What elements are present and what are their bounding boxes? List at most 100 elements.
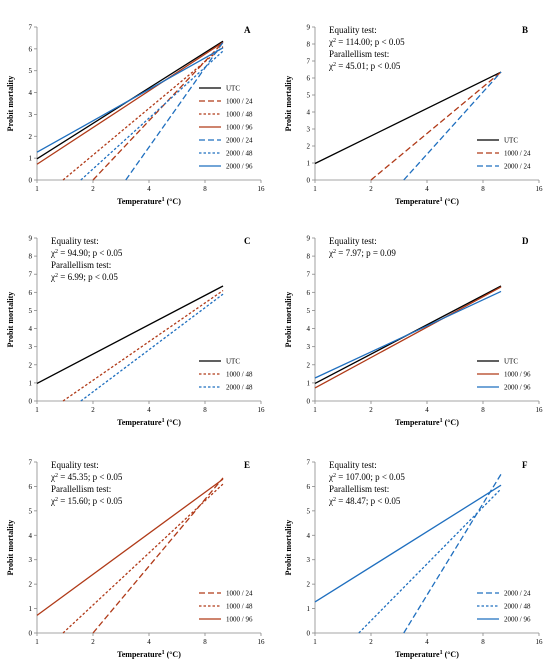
annotation-line: χ2 = 45.01; p < 0.05 <box>328 61 401 71</box>
y-tick-label: 6 <box>29 483 33 491</box>
series-line-2000-48 <box>80 50 224 181</box>
y-tick-label: 6 <box>29 45 33 53</box>
legend: UTC 1000 / 48 2000 / 48 <box>199 358 253 392</box>
y-tick-label: 7 <box>29 271 33 279</box>
legend-label: 2000 / 24 <box>226 137 253 145</box>
x-tick-label: 8 <box>481 185 485 193</box>
x-tick-label: 1 <box>35 406 39 414</box>
y-tick-label: 6 <box>29 289 33 297</box>
series-line-2000-24 <box>403 71 502 181</box>
series-line-1000-96 <box>36 41 224 165</box>
legend-label: 2000 / 96 <box>504 384 531 392</box>
y-tick-label: 8 <box>29 253 33 261</box>
x-tick-label: 1 <box>313 638 317 646</box>
y-tick-label: 4 <box>29 532 33 540</box>
annotation-line: χ2 = 114.00; p < 0.05 <box>328 37 405 47</box>
x-tick-label: 2 <box>369 638 373 646</box>
x-tick-label: 4 <box>147 406 151 414</box>
annotation-line: χ2 = 7.97; p = 0.09 <box>328 248 396 258</box>
legend-label: 1000 / 24 <box>226 98 253 106</box>
y-tick-label: 5 <box>307 92 311 100</box>
x-tick-label: 4 <box>147 638 151 646</box>
annotation-line: Parallellism test: <box>51 484 111 494</box>
legend: UTC 1000 / 24 1000 / 48 1000 / 96 2000 / 24 2… <box>199 85 253 171</box>
y-tick-label: 2 <box>307 143 311 151</box>
legend-label: 2000 / 48 <box>226 384 253 392</box>
x-tick-label: 16 <box>536 406 544 414</box>
y-axis-label: Probit mortality <box>284 76 293 132</box>
series-line-UTC <box>36 285 224 385</box>
legend: 2000 / 24 2000 / 48 2000 / 96 <box>477 590 531 624</box>
y-tick-label: 3 <box>307 126 311 134</box>
series-line-1000-48 <box>62 46 224 181</box>
y-axis-label: Probit mortality <box>284 292 293 348</box>
x-tick-label: 4 <box>425 185 429 193</box>
y-tick-label: 1 <box>29 379 33 387</box>
panel-letter: F <box>522 460 528 470</box>
legend-label: 2000 / 96 <box>226 163 253 171</box>
legend-label: 1000 / 96 <box>226 124 253 132</box>
annotation-line: χ2 = 45.35; p < 0.05 <box>50 472 123 482</box>
x-tick-label: 8 <box>203 638 207 646</box>
legend: UTC 1000 / 96 2000 / 96 <box>477 358 531 392</box>
y-tick-label: 5 <box>29 507 33 515</box>
y-tick-label: 3 <box>29 343 33 351</box>
y-tick-label: 1 <box>29 605 33 613</box>
x-tick-label: 8 <box>203 406 207 414</box>
y-tick-label: 0 <box>29 630 33 638</box>
x-axis-label: Temperature1 (°C) <box>117 197 181 206</box>
y-axis-label: Probit mortality <box>6 520 15 576</box>
y-tick-label: 7 <box>29 24 33 32</box>
y-tick-label: 1 <box>307 379 311 387</box>
annotation-line: χ2 = 94.90; p < 0.05 <box>50 248 123 258</box>
series-line-1000-24 <box>92 41 224 181</box>
annotation-line: Equality test: <box>51 236 99 246</box>
y-tick-label: 3 <box>307 556 311 564</box>
y-tick-label: 9 <box>307 235 311 243</box>
y-tick-label: 7 <box>307 459 311 467</box>
y-tick-label: 4 <box>307 109 311 117</box>
series-line-1000-24 <box>92 477 224 634</box>
y-tick-label: 9 <box>307 24 311 32</box>
series-line-2000-48 <box>358 488 502 634</box>
legend-label: UTC <box>504 137 518 145</box>
y-tick-label: 1 <box>307 160 311 168</box>
legend: 1000 / 24 1000 / 48 1000 / 96 <box>199 590 253 624</box>
x-tick-label: 8 <box>203 185 207 193</box>
y-tick-label: 4 <box>29 89 33 97</box>
legend: UTC 1000 / 24 2000 / 24 <box>477 137 531 171</box>
legend-label: 2000 / 48 <box>504 603 531 611</box>
x-tick-label: 16 <box>258 406 266 414</box>
y-tick-label: 4 <box>307 325 311 333</box>
legend-label: 1000 / 24 <box>226 590 253 598</box>
annotation-line: Equality test: <box>329 460 377 470</box>
x-tick-label: 2 <box>91 406 95 414</box>
annotation-line: χ2 = 107.00; p < 0.05 <box>328 472 405 482</box>
x-tick-label: 4 <box>147 185 151 193</box>
series-line-1000-48 <box>62 483 224 634</box>
y-tick-label: 1 <box>29 155 33 163</box>
legend-label: 1000 / 96 <box>504 371 531 379</box>
legend-label: UTC <box>226 358 240 366</box>
y-tick-label: 2 <box>29 361 33 369</box>
y-tick-label: 6 <box>307 75 311 83</box>
x-tick-label: 2 <box>369 406 373 414</box>
legend-label: UTC <box>226 85 240 93</box>
y-tick-label: 0 <box>29 398 33 406</box>
annotation-line: Equality test: <box>51 460 99 470</box>
annotation-line: Equality test: <box>329 236 377 246</box>
y-tick-label: 2 <box>29 133 33 141</box>
y-tick-label: 6 <box>307 483 311 491</box>
y-tick-label: 5 <box>307 307 311 315</box>
x-axis-label: Temperature1 (°C) <box>117 418 181 427</box>
y-tick-label: 7 <box>307 58 311 66</box>
series-line-1000-48 <box>62 289 224 402</box>
y-tick-label: 3 <box>307 343 311 351</box>
y-tick-label: 5 <box>29 307 33 315</box>
series-line-1000-96 <box>314 286 502 389</box>
y-tick-label: 0 <box>307 630 311 638</box>
